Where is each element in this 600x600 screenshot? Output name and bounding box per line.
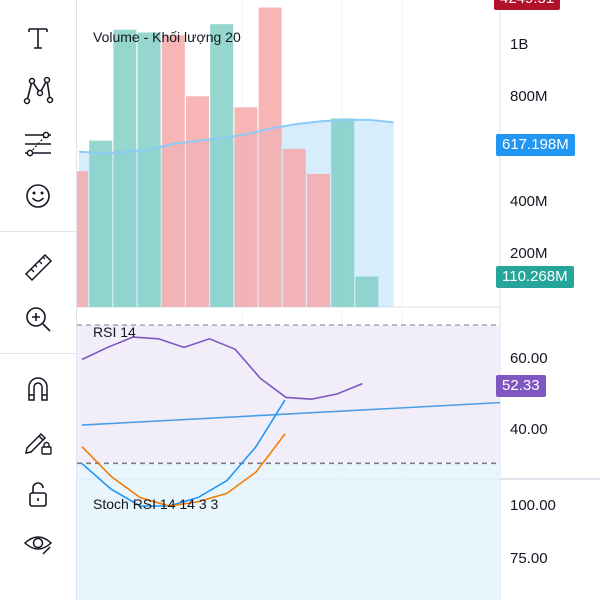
stoch-title: Stoch RSI 14 14 3 3	[93, 496, 219, 512]
stoch-k-line	[81, 399, 286, 507]
hide-drawings-button[interactable]	[14, 522, 62, 566]
emoji-tool-button[interactable]	[14, 174, 62, 218]
volume-bar	[161, 35, 185, 307]
volume-tick-200m: 200M	[510, 245, 548, 262]
stoch-band	[77, 463, 500, 600]
volume-last-badge: 110.268M	[496, 266, 574, 288]
rsi-badge: 52.33	[496, 375, 546, 397]
lock-drawing-icon	[25, 432, 52, 455]
volume-ma-line	[78, 118, 394, 155]
stoch-tick-75: 75.00	[510, 550, 548, 567]
rsi-band	[77, 325, 500, 463]
volume-bar	[186, 96, 209, 307]
lock-drawings-button[interactable]	[14, 419, 62, 463]
volume-bar	[282, 148, 306, 307]
unlock-icon	[29, 482, 47, 507]
volume-tick-1b: 1B	[510, 36, 529, 53]
pattern-tool-button[interactable]	[14, 68, 62, 112]
volume-bar	[355, 276, 379, 307]
magnet-tool-button[interactable]	[14, 367, 62, 411]
price-badge: 4249.51	[494, 0, 561, 10]
volume-bar	[137, 32, 161, 307]
volume-ma-badge: 617.198M	[496, 134, 575, 156]
volume-bar	[234, 107, 258, 307]
volume-bar	[307, 173, 330, 307]
volume-bar	[258, 7, 282, 308]
chart-canvas[interactable]	[77, 0, 600, 600]
ruler-icon	[24, 253, 53, 282]
emoji-icon	[26, 184, 50, 208]
stoch-tick-100: 100.00	[510, 497, 556, 514]
volume-bar	[113, 29, 137, 308]
chart-area[interactable]: Volume - Khối lượng 20 1B 800M 400M 200M…	[77, 0, 600, 600]
rsi-tick-40: 40.00	[510, 421, 548, 438]
volume-bar	[331, 118, 355, 307]
rsi-trend-line	[81, 401, 501, 426]
stoch-d-line	[81, 433, 286, 507]
text-tool-button[interactable]	[14, 16, 62, 60]
rsi-line	[81, 336, 363, 400]
unlock-button[interactable]	[14, 472, 62, 516]
volume-bar	[210, 24, 234, 307]
rsi-tick-60: 60.00	[510, 350, 548, 367]
volume-bar	[77, 171, 88, 307]
drawing-toolbar	[0, 0, 77, 600]
zoom-tool-button[interactable]	[14, 297, 62, 341]
volume-tick-800m: 800M	[510, 88, 548, 105]
ruler-tool-button[interactable]	[14, 245, 62, 289]
pattern-icon	[23, 76, 54, 105]
volume-bar	[89, 140, 113, 307]
eye-icon	[23, 536, 53, 555]
fib-tool-button[interactable]	[14, 122, 62, 166]
rsi-title: RSI 14	[93, 324, 136, 340]
volume-tick-400m: 400M	[510, 193, 548, 210]
volume-title: Volume - Khối lượng 20	[93, 29, 241, 45]
zoom-in-icon	[26, 307, 51, 332]
magnet-icon	[28, 377, 48, 401]
text-icon	[28, 28, 48, 49]
fib-retracement-icon	[25, 131, 51, 157]
